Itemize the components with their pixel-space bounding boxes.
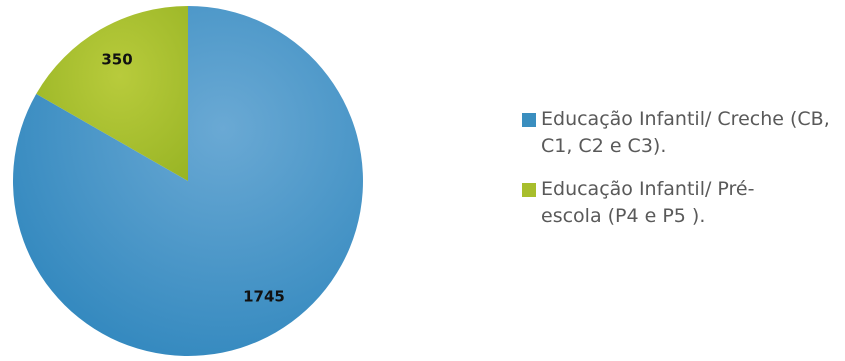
data-label-pre-escola: 350: [101, 51, 132, 69]
legend-label-creche: Educação Infantil/ Creche (CB, C1, C2 e …: [541, 108, 830, 157]
data-label-creche: 1745: [243, 288, 285, 306]
legend-swatch-pre-escola: [522, 183, 536, 197]
legend-item-pre-escola: Educação Infantil/ Pré-escola (P4 e P5 )…: [522, 176, 842, 230]
pie-chart: 1745 350: [12, 6, 363, 356]
legend-label-pre-escola: Educação Infantil/ Pré-escola (P4 e P5 )…: [541, 178, 755, 227]
pie-slice-pre-escola: [36, 6, 188, 181]
legend-item-creche: Educação Infantil/ Creche (CB, C1, C2 e …: [522, 106, 842, 160]
legend-swatch-creche: [522, 113, 536, 127]
legend: Educação Infantil/ Creche (CB, C1, C2 e …: [522, 106, 842, 246]
